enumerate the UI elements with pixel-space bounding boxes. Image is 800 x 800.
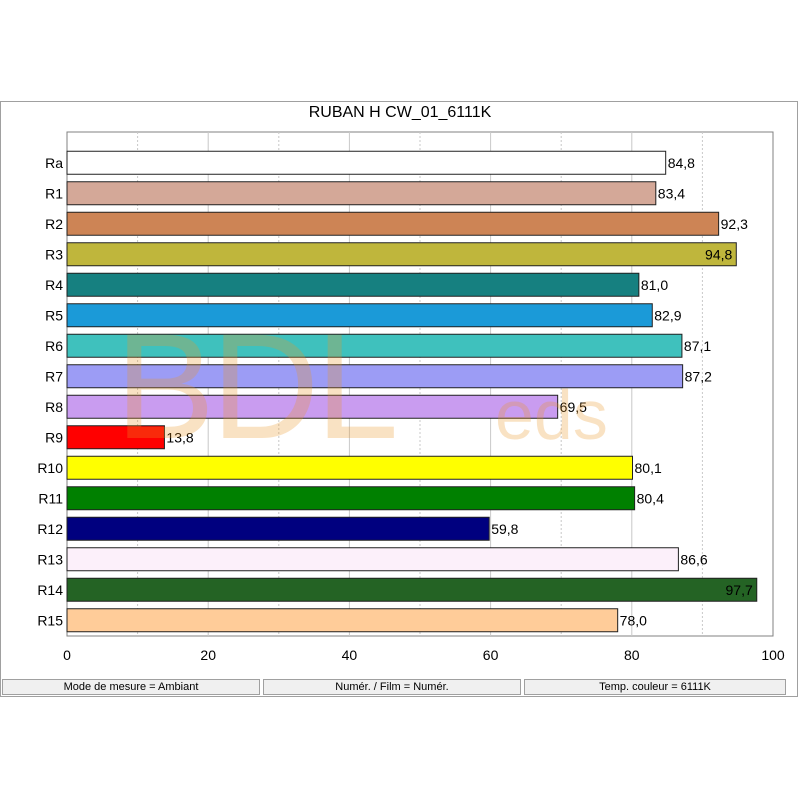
value-label: 80,4 <box>637 490 664 506</box>
bar <box>66 455 634 480</box>
category-label: R6 <box>45 338 63 354</box>
bar <box>66 303 653 328</box>
bar <box>66 516 490 541</box>
value-label: 82,9 <box>654 307 681 323</box>
category-label: R2 <box>45 216 63 232</box>
category-label: R1 <box>45 185 63 201</box>
status-color-temp: Temp. couleur = 6111K <box>524 679 786 695</box>
category-label: R14 <box>37 582 63 598</box>
chart-title: RUBAN H CW_01_6111K <box>308 104 492 121</box>
bar <box>66 211 720 236</box>
value-label: 87,2 <box>685 368 712 384</box>
value-label: 97,7 <box>726 582 753 598</box>
category-label: R13 <box>37 551 63 567</box>
category-label: R5 <box>45 307 63 323</box>
category-label: R3 <box>45 246 63 262</box>
bar <box>66 425 165 450</box>
watermark-suffix-text: eds <box>495 376 608 454</box>
category-label: R12 <box>37 521 63 537</box>
value-label: 78,0 <box>620 612 647 628</box>
value-label: 80,1 <box>635 460 662 476</box>
category-label: R7 <box>45 368 63 384</box>
status-film: Numér. / Film = Numér. <box>263 679 521 695</box>
bar <box>66 181 657 206</box>
watermark-suffix: eds <box>495 375 608 455</box>
value-label: 86,6 <box>680 551 707 567</box>
bar <box>66 577 758 602</box>
category-label: R4 <box>45 277 63 293</box>
bar <box>66 486 636 511</box>
bar <box>66 547 679 572</box>
x-tick-label: 0 <box>63 647 71 663</box>
bar <box>66 333 683 358</box>
bar <box>66 364 684 389</box>
category-label: R15 <box>37 612 63 628</box>
watermark-logo-text: BDL <box>115 302 399 470</box>
x-tick-label: 40 <box>342 647 358 663</box>
value-label: 94,8 <box>705 246 732 262</box>
x-tick-label: 100 <box>761 647 785 663</box>
x-tick-label: 80 <box>624 647 640 663</box>
x-tick-label: 20 <box>200 647 216 663</box>
value-label: 92,3 <box>721 216 748 232</box>
category-label: R10 <box>37 460 63 476</box>
value-label: 83,4 <box>658 185 685 201</box>
value-label: 69,5 <box>560 399 587 415</box>
value-label: 84,8 <box>668 155 695 171</box>
bar <box>66 150 667 175</box>
x-tick-label: 60 <box>483 647 499 663</box>
watermark: BDL <box>115 300 399 473</box>
category-label: R8 <box>45 399 63 415</box>
bar <box>66 394 559 419</box>
bar <box>66 608 619 633</box>
category-label: R9 <box>45 429 63 445</box>
value-label: 87,1 <box>684 338 711 354</box>
category-label: Ra <box>45 155 63 171</box>
value-label: 13,8 <box>166 429 193 445</box>
value-label: 81,0 <box>641 277 668 293</box>
bar <box>66 272 640 297</box>
status-measure-mode: Mode de mesure = Ambiant <box>2 679 260 695</box>
value-label: 59,8 <box>491 521 518 537</box>
bar <box>66 242 737 267</box>
category-label: R11 <box>38 490 63 506</box>
